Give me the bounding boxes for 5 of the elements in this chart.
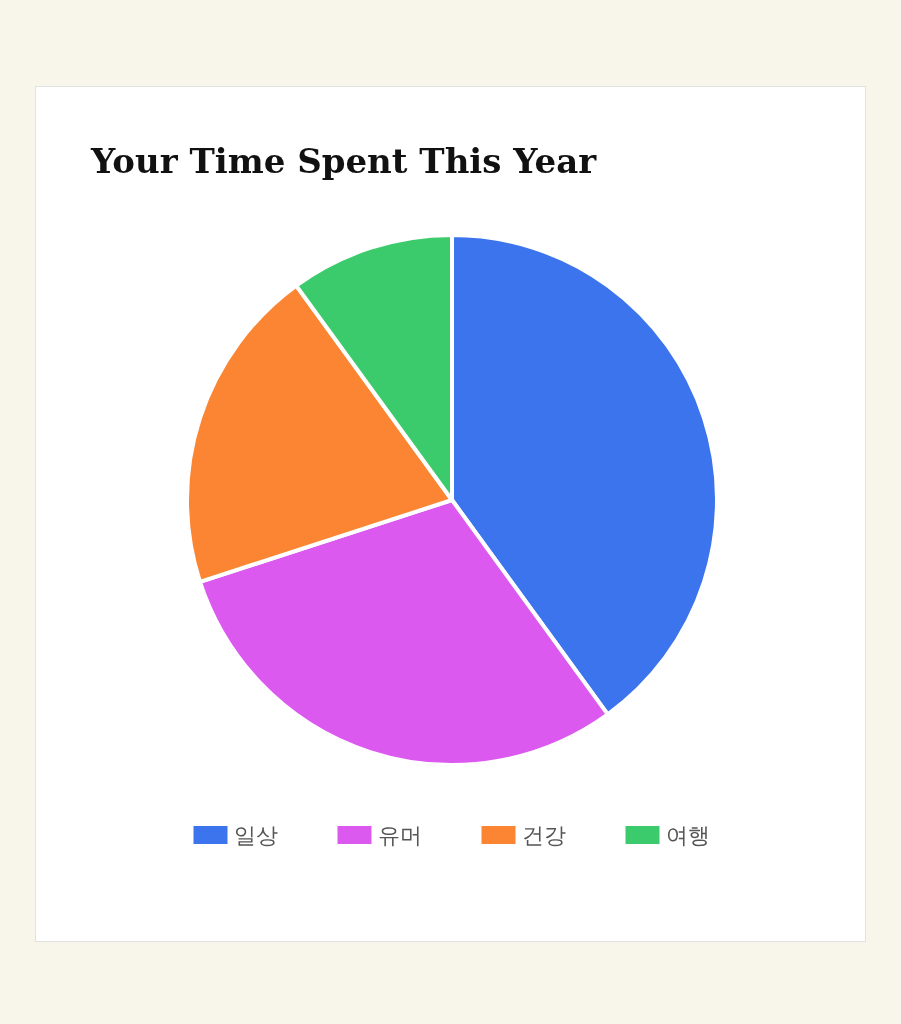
legend-label: 일상 <box>233 822 278 848</box>
legend-label: 건강 <box>521 822 566 848</box>
legend-label: 여행 <box>665 822 710 848</box>
chart-title: Your Time Spent This Year <box>90 141 598 181</box>
legend-label: 유머 <box>377 822 422 848</box>
